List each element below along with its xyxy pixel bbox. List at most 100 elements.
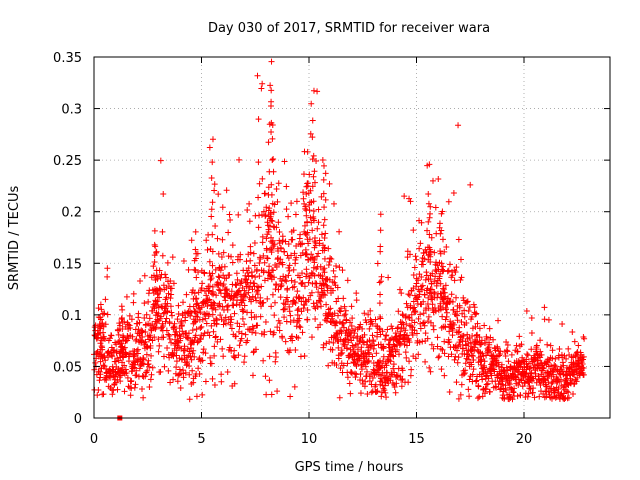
data-point bbox=[119, 334, 126, 341]
data-point bbox=[399, 311, 406, 318]
data-point bbox=[449, 326, 456, 333]
data-point bbox=[395, 324, 402, 331]
data-point bbox=[131, 352, 138, 359]
data-point bbox=[486, 341, 493, 348]
data-point bbox=[443, 309, 450, 316]
data-point bbox=[428, 341, 435, 348]
data-point bbox=[426, 364, 433, 371]
data-point bbox=[440, 304, 447, 311]
data-point bbox=[119, 306, 126, 313]
data-point bbox=[504, 348, 511, 355]
data-point bbox=[321, 247, 328, 254]
data-point bbox=[304, 306, 311, 313]
data-point bbox=[132, 337, 139, 344]
data-point bbox=[118, 314, 125, 321]
data-point bbox=[313, 158, 320, 165]
data-point bbox=[242, 331, 249, 338]
data-point bbox=[218, 253, 225, 260]
data-point bbox=[202, 315, 209, 322]
data-point bbox=[135, 310, 142, 317]
data-point bbox=[522, 370, 529, 377]
data-point bbox=[377, 211, 384, 218]
data-point bbox=[207, 272, 214, 279]
data-point bbox=[543, 383, 550, 390]
data-point bbox=[329, 346, 336, 353]
data-point bbox=[270, 168, 277, 175]
data-point bbox=[446, 328, 453, 335]
data-point bbox=[243, 258, 250, 265]
data-point bbox=[367, 307, 374, 314]
data-point bbox=[104, 265, 111, 272]
data-point bbox=[458, 274, 465, 281]
data-point bbox=[271, 274, 278, 281]
data-point bbox=[320, 176, 327, 183]
data-point bbox=[575, 342, 582, 349]
data-point bbox=[571, 338, 578, 345]
data-point bbox=[420, 310, 427, 317]
data-point bbox=[309, 156, 316, 163]
data-point bbox=[412, 309, 419, 316]
data-point bbox=[494, 345, 501, 352]
data-point bbox=[432, 308, 439, 315]
data-point bbox=[316, 237, 323, 244]
data-point bbox=[109, 353, 116, 360]
data-point bbox=[266, 353, 273, 360]
data-point bbox=[403, 300, 410, 307]
data-point bbox=[97, 314, 104, 321]
data-point bbox=[362, 378, 369, 385]
data-point bbox=[471, 304, 478, 311]
data-point bbox=[377, 315, 384, 322]
data-point bbox=[200, 346, 207, 353]
data-point bbox=[234, 291, 241, 298]
data-point bbox=[269, 156, 276, 163]
data-point bbox=[426, 251, 433, 258]
data-point bbox=[311, 234, 318, 241]
data-point bbox=[366, 351, 373, 358]
data-point bbox=[209, 159, 216, 166]
data-point bbox=[365, 358, 372, 365]
data-point bbox=[92, 359, 99, 366]
data-point bbox=[364, 359, 371, 366]
data-point bbox=[256, 180, 263, 187]
data-point bbox=[495, 317, 502, 324]
data-point bbox=[311, 217, 318, 224]
data-point bbox=[451, 356, 458, 363]
data-point bbox=[139, 360, 146, 367]
data-point bbox=[348, 322, 355, 329]
data-point bbox=[252, 274, 259, 281]
data-point bbox=[206, 144, 213, 151]
data-point bbox=[110, 387, 117, 394]
data-point bbox=[402, 327, 409, 334]
data-point bbox=[320, 190, 327, 197]
data-point bbox=[220, 353, 227, 360]
data-point bbox=[411, 304, 418, 311]
data-point bbox=[185, 330, 192, 337]
data-point bbox=[339, 267, 346, 274]
data-point bbox=[291, 283, 298, 290]
data-point bbox=[330, 318, 337, 325]
chart-title: Day 030 of 2017, SRMTID for receiver war… bbox=[208, 21, 490, 36]
data-point bbox=[211, 382, 218, 389]
data-point bbox=[317, 263, 324, 270]
data-point bbox=[320, 222, 327, 229]
data-point bbox=[552, 363, 559, 370]
data-point bbox=[189, 367, 196, 374]
data-point bbox=[242, 293, 249, 300]
data-point bbox=[435, 175, 442, 182]
data-point bbox=[100, 362, 107, 369]
data-point bbox=[548, 368, 555, 375]
data-point bbox=[268, 58, 275, 65]
data-point bbox=[409, 324, 416, 331]
data-point bbox=[155, 348, 162, 355]
data-point bbox=[307, 214, 314, 221]
data-point bbox=[393, 346, 400, 353]
data-point bbox=[285, 264, 292, 271]
data-point bbox=[208, 360, 215, 367]
data-point bbox=[232, 333, 239, 340]
data-point bbox=[421, 256, 428, 263]
data-point bbox=[148, 352, 155, 359]
data-point bbox=[236, 323, 243, 330]
data-point bbox=[156, 294, 163, 301]
data-point bbox=[440, 294, 447, 301]
data-point bbox=[197, 336, 204, 343]
